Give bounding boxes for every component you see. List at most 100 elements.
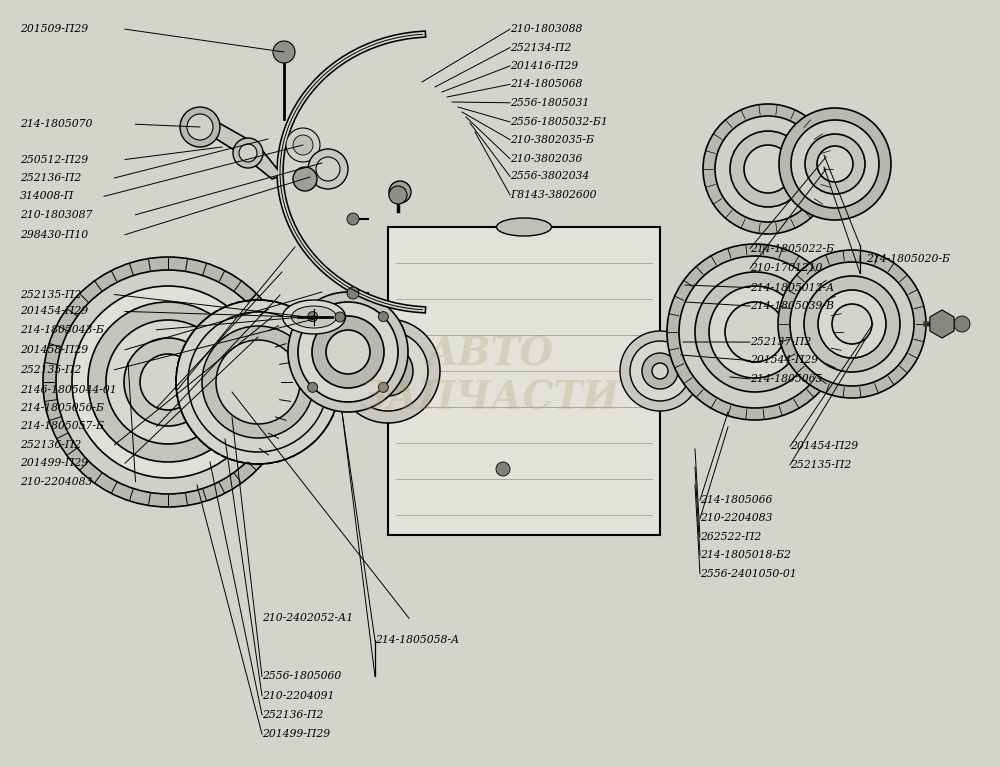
Text: 214-1805068: 214-1805068 — [510, 79, 582, 90]
Ellipse shape — [283, 300, 346, 334]
Circle shape — [954, 316, 970, 332]
Circle shape — [695, 272, 815, 392]
Text: 250512-П29: 250512-П29 — [20, 154, 88, 165]
Circle shape — [187, 114, 213, 140]
Circle shape — [180, 107, 220, 147]
Circle shape — [725, 302, 785, 362]
Text: 210-1701210: 210-1701210 — [750, 263, 822, 274]
Circle shape — [347, 213, 359, 225]
Circle shape — [804, 276, 900, 372]
Circle shape — [56, 270, 280, 494]
Text: 201454-П29: 201454-П29 — [790, 441, 858, 452]
Text: 210-2204083: 210-2204083 — [700, 513, 772, 524]
Circle shape — [818, 290, 886, 358]
Text: 214-1805058-А: 214-1805058-А — [375, 635, 459, 646]
Text: 2556-1805032-Б1: 2556-1805032-Б1 — [510, 117, 608, 127]
Text: 201509-П29: 201509-П29 — [20, 24, 88, 35]
Text: 252134-П2: 252134-П2 — [510, 42, 571, 53]
Text: 210-1803087: 210-1803087 — [20, 209, 92, 220]
Ellipse shape — [292, 306, 336, 328]
Circle shape — [308, 311, 318, 321]
Circle shape — [496, 462, 510, 476]
Text: 210-1803088: 210-1803088 — [510, 24, 582, 35]
Text: 210-2204091: 210-2204091 — [262, 690, 334, 701]
Text: 214-1805065: 214-1805065 — [750, 374, 822, 384]
Circle shape — [817, 146, 853, 182]
Text: 214-1805043-Б: 214-1805043-Б — [20, 324, 104, 335]
Text: 201544-П29: 201544-П29 — [750, 355, 818, 366]
Circle shape — [378, 383, 388, 393]
Circle shape — [176, 300, 340, 464]
Circle shape — [778, 250, 926, 398]
Polygon shape — [930, 310, 954, 338]
Text: 214-1805039-В: 214-1805039-В — [750, 301, 834, 311]
Circle shape — [336, 319, 440, 423]
Text: 252137-П2: 252137-П2 — [750, 337, 811, 347]
Circle shape — [202, 326, 314, 438]
Text: 210-3802035-Б: 210-3802035-Б — [510, 134, 594, 145]
Circle shape — [715, 116, 821, 222]
Text: 314008-П: 314008-П — [20, 191, 74, 202]
Circle shape — [293, 135, 313, 155]
Circle shape — [620, 331, 700, 411]
Text: 252135-П2: 252135-П2 — [20, 364, 81, 375]
Text: 201416-П29: 201416-П29 — [510, 61, 578, 71]
Circle shape — [791, 120, 879, 208]
Text: 210-3802036: 210-3802036 — [510, 153, 582, 164]
Circle shape — [805, 134, 865, 194]
Text: 214-1805056-Б: 214-1805056-Б — [20, 403, 104, 413]
Circle shape — [293, 167, 317, 191]
Circle shape — [744, 145, 792, 193]
Polygon shape — [388, 227, 660, 535]
Text: 210-2204083: 210-2204083 — [20, 476, 92, 487]
Text: 262522-П2: 262522-П2 — [700, 532, 761, 542]
Circle shape — [273, 41, 295, 63]
Circle shape — [326, 330, 370, 374]
Text: 252135-П2: 252135-П2 — [790, 459, 851, 470]
Circle shape — [378, 311, 388, 321]
Text: 201458-П29: 201458-П29 — [20, 344, 88, 355]
Text: 201454-П29: 201454-П29 — [20, 306, 88, 317]
Circle shape — [703, 104, 833, 234]
Text: 201499-П29: 201499-П29 — [262, 729, 330, 739]
Text: 214-1805018-Б2: 214-1805018-Б2 — [700, 550, 791, 561]
Circle shape — [140, 354, 196, 410]
Text: 2146-1805044-01: 2146-1805044-01 — [20, 384, 117, 395]
Circle shape — [389, 186, 407, 204]
Circle shape — [286, 128, 320, 162]
Circle shape — [348, 331, 428, 411]
Text: 2556-1805031: 2556-1805031 — [510, 97, 589, 108]
Circle shape — [347, 287, 359, 299]
Text: 252136-П2: 252136-П2 — [20, 173, 81, 183]
Circle shape — [316, 157, 340, 181]
Circle shape — [642, 353, 678, 389]
Polygon shape — [210, 119, 282, 179]
Circle shape — [308, 383, 318, 393]
Circle shape — [709, 286, 801, 378]
Text: 298430-П10: 298430-П10 — [20, 229, 88, 240]
Text: 252136-П2: 252136-П2 — [20, 439, 81, 450]
Text: 214-1805057-Б: 214-1805057-Б — [20, 421, 104, 432]
Circle shape — [730, 131, 806, 207]
Circle shape — [124, 338, 212, 426]
Text: 2556-2401050-01: 2556-2401050-01 — [700, 568, 797, 579]
Circle shape — [389, 181, 411, 203]
Circle shape — [790, 262, 914, 386]
Circle shape — [298, 302, 398, 402]
Circle shape — [779, 108, 891, 220]
Circle shape — [308, 149, 348, 189]
Circle shape — [106, 320, 230, 444]
Circle shape — [239, 144, 257, 162]
Circle shape — [832, 304, 872, 344]
Circle shape — [376, 359, 400, 383]
Text: Г8143-3802600: Г8143-3802600 — [510, 189, 596, 200]
Text: 214-1805022-Б: 214-1805022-Б — [750, 243, 834, 254]
Text: 214-1805012-А: 214-1805012-А — [750, 282, 834, 293]
Text: 214-1805070: 214-1805070 — [20, 119, 92, 130]
Circle shape — [312, 316, 384, 388]
Circle shape — [652, 363, 668, 379]
Circle shape — [233, 138, 263, 168]
Text: 252135-П2: 252135-П2 — [20, 289, 81, 300]
Circle shape — [335, 312, 345, 322]
Circle shape — [288, 292, 408, 412]
